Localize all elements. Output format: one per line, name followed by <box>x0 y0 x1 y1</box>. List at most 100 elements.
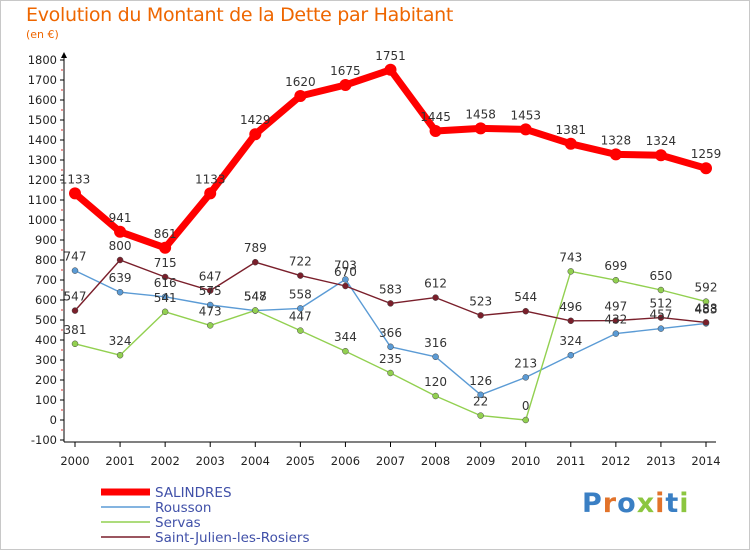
data-label-salindres: 1259 <box>691 147 722 161</box>
data-label-saint-julien-les-rosiers: 800 <box>109 239 132 253</box>
data-point-servas <box>567 268 575 275</box>
data-label-salindres: 1620 <box>285 75 316 89</box>
data-label-rousson: 747 <box>64 250 87 264</box>
x-tick-label: 2008 <box>421 454 450 468</box>
data-point-salindres <box>294 90 307 102</box>
data-label-salindres: 1445 <box>420 110 451 124</box>
data-label-rousson: 616 <box>154 276 177 290</box>
data-label-rousson: 316 <box>424 336 447 350</box>
data-label-salindres: 1675 <box>330 64 361 78</box>
x-tick-label: 2014 <box>691 454 720 468</box>
y-minor-tick <box>61 69 63 71</box>
data-point-servas <box>252 307 259 314</box>
data-point-rousson <box>657 325 665 332</box>
data-label-servas: 473 <box>199 304 222 318</box>
data-point-salindres <box>609 148 622 161</box>
x-tick-label: 2011 <box>556 454 585 468</box>
data-label-saint-julien-les-rosiers: 612 <box>424 277 447 291</box>
data-label-saint-julien-les-rosiers: 496 <box>559 300 582 314</box>
data-label-rousson: 558 <box>289 287 312 301</box>
y-tick-label: 600 <box>35 293 57 307</box>
data-label-servas: 541 <box>154 291 177 305</box>
data-point-servas <box>522 416 529 424</box>
data-point-saint-julien-les-rosiers <box>477 312 484 319</box>
data-label-saint-julien-les-rosiers: 715 <box>154 256 177 270</box>
data-label-saint-julien-les-rosiers: 488 <box>695 301 718 315</box>
y-tick-label: 1800 <box>28 53 57 67</box>
data-label-rousson: 547 <box>244 290 267 304</box>
data-point-servas <box>387 369 394 377</box>
data-label-servas: 699 <box>604 259 627 273</box>
data-point-salindres <box>69 187 81 200</box>
y-minor-tick <box>61 189 63 191</box>
series-line-salindres <box>71 66 710 252</box>
data-point-saint-julien-les-rosiers <box>432 294 439 301</box>
y-tick-label: 100 <box>35 393 57 407</box>
data-label-servas: 235 <box>379 352 402 366</box>
data-label-servas: 381 <box>64 323 87 337</box>
data-label-salindres: 1751 <box>375 49 406 63</box>
data-point-salindres <box>564 137 577 150</box>
data-point-rousson <box>567 351 575 359</box>
data-label-saint-julien-les-rosiers: 523 <box>469 294 492 308</box>
y-minor-tick <box>61 309 63 311</box>
data-label-servas: 650 <box>649 269 672 283</box>
y-tick-label: 1400 <box>28 133 57 147</box>
y-tick-label: 200 <box>35 373 57 387</box>
data-label-saint-julien-les-rosiers: 497 <box>604 300 627 314</box>
data-point-saint-julien-les-rosiers <box>522 307 529 315</box>
y-tick-label: 900 <box>35 233 57 247</box>
data-label-rousson: 432 <box>604 313 627 327</box>
y-tick-label: 500 <box>35 313 57 327</box>
data-label-servas: 592 <box>695 281 718 295</box>
y-minor-tick <box>61 209 63 211</box>
data-label-rousson: 639 <box>109 271 132 285</box>
y-tick-label: -100 <box>31 433 57 447</box>
y-minor-tick <box>61 389 63 391</box>
data-point-servas <box>702 298 710 305</box>
data-point-rousson <box>477 391 484 399</box>
data-point-saint-julien-les-rosiers <box>206 287 214 294</box>
logo-letter: t <box>665 488 680 519</box>
y-minor-tick <box>61 149 63 151</box>
data-label-salindres: 1133 <box>195 172 226 186</box>
data-point-salindres <box>654 149 667 162</box>
data-point-servas <box>477 412 484 419</box>
data-label-salindres: 1133 <box>60 172 91 186</box>
data-label-saint-julien-les-rosiers: 670 <box>334 265 357 279</box>
data-label-rousson: 366 <box>379 326 402 340</box>
data-point-saint-julien-les-rosiers <box>297 272 304 279</box>
x-tick-label: 2013 <box>646 454 675 468</box>
y-tick-label: 300 <box>35 353 57 367</box>
data-label-servas: 324 <box>109 334 132 348</box>
data-point-saint-julien-les-rosiers <box>657 314 665 321</box>
unit-label: (en €) <box>26 28 59 41</box>
y-tick-label: 700 <box>35 273 57 287</box>
x-tick-label: 2003 <box>196 454 225 468</box>
y-minor-tick <box>61 169 63 171</box>
y-minor-tick <box>61 269 63 271</box>
data-label-salindres: 861 <box>154 227 177 241</box>
data-label-saint-julien-les-rosiers: 722 <box>289 255 312 269</box>
data-label-rousson: 703 <box>334 258 357 272</box>
data-point-salindres <box>159 241 172 254</box>
y-tick-label: 800 <box>35 253 57 267</box>
data-point-rousson <box>161 293 169 301</box>
x-tick-label: 2007 <box>376 454 405 468</box>
data-point-rousson <box>387 343 394 351</box>
data-label-salindres: 1328 <box>601 133 632 147</box>
data-point-salindres <box>204 187 217 200</box>
data-label-saint-julien-les-rosiers: 583 <box>379 282 402 296</box>
logo-letter: P <box>582 488 603 519</box>
data-label-servas: 344 <box>334 330 357 344</box>
y-minor-tick <box>61 109 63 111</box>
y-minor-tick <box>61 249 63 251</box>
data-label-salindres: 941 <box>109 211 132 225</box>
y-tick-label: 1100 <box>28 193 57 207</box>
data-point-rousson <box>71 267 79 274</box>
data-label-servas: 447 <box>289 310 312 324</box>
data-point-salindres <box>249 128 262 141</box>
x-tick-label: 2001 <box>105 454 134 468</box>
